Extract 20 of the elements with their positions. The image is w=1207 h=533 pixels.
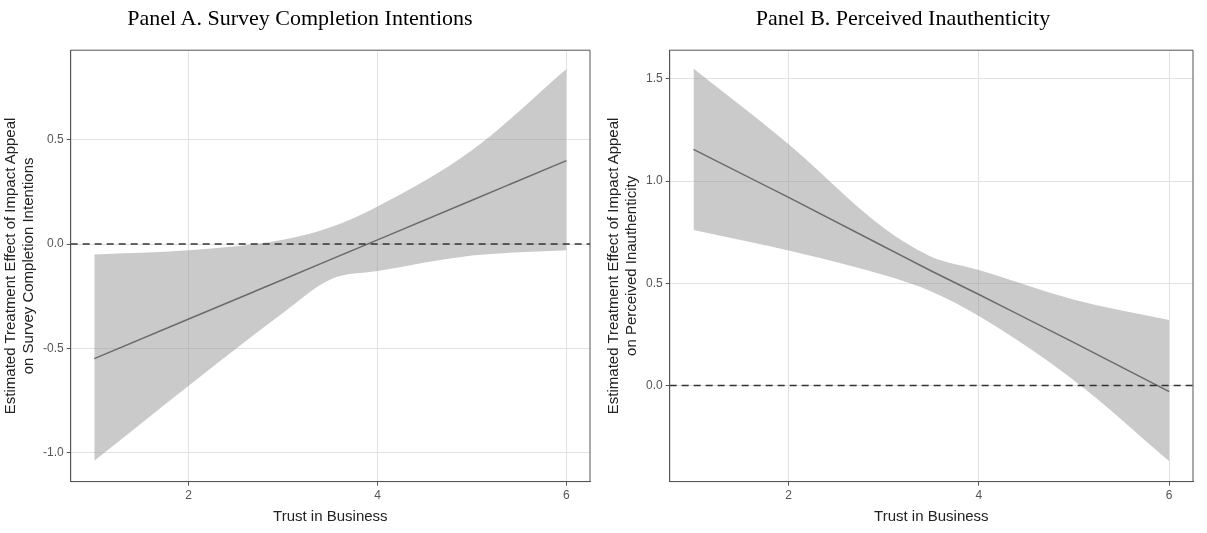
y-tick-label: 0.5 [645, 275, 663, 290]
y-tick-label: -0.5 [42, 340, 64, 355]
y-tick-label: 0.0 [645, 377, 663, 392]
x-tick-label: 2 [785, 488, 793, 503]
x-axis-title: Trust in Business [273, 507, 388, 525]
x-tick-label: 6 [563, 488, 571, 503]
chart-title: Panel A. Survey Completion Intentions [126, 4, 474, 32]
x-tick-label: 4 [975, 488, 983, 503]
chart-title: Panel B. Perceived Inauthenticity [754, 4, 1052, 32]
x-axis-title: Trust in Business [874, 507, 989, 525]
y-tick-label: 1.5 [645, 71, 663, 86]
x-tick-label: 2 [185, 488, 193, 503]
x-tick-label: 6 [1165, 488, 1173, 503]
y-axis-title: Estimated Treatment Effect of Impact Appeal on Perceived Inauthenticity [604, 117, 640, 415]
y-axis-title: Estimated Treatment Effect of Impact Appeal on Survey Completion Intentions [1, 117, 37, 415]
x-tick-label: 4 [374, 488, 382, 503]
y-tick-label: 1.0 [645, 173, 663, 188]
y-tick-label: 0.0 [46, 236, 64, 251]
y-tick-label: 0.5 [46, 132, 64, 147]
y-tick-label: -1.0 [42, 444, 64, 459]
